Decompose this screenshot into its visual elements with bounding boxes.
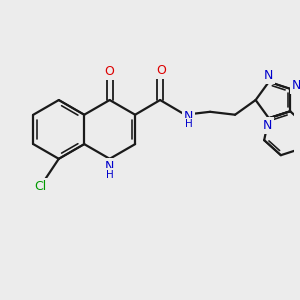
Text: H: H <box>185 119 193 129</box>
Text: N: N <box>263 119 272 132</box>
Text: H: H <box>106 170 114 180</box>
Text: N: N <box>105 160 114 173</box>
Text: O: O <box>105 65 115 78</box>
Text: Cl: Cl <box>34 180 47 193</box>
Text: N: N <box>184 110 193 123</box>
Text: O: O <box>157 64 166 77</box>
Text: N: N <box>264 69 274 82</box>
Text: N: N <box>292 79 300 92</box>
